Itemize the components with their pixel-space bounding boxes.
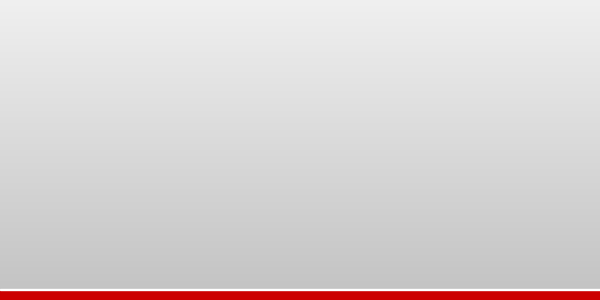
Bar [77,71,106,256]
Text: 1.25: 1.25 [51,129,75,139]
Bar [509,236,538,256]
Bar [538,218,567,256]
Bar [49,143,77,256]
Text: Plant-Based Margarine Market, By Regional, 2023 & 2032: Plant-Based Margarine Market, By Regiona… [23,7,462,22]
Bar [279,176,308,256]
Bar [193,100,221,256]
Bar [394,231,423,256]
Bar [308,131,337,256]
Bar [423,209,452,256]
Bar [164,157,193,256]
Y-axis label: Market Size in USD Billion: Market Size in USD Billion [7,76,17,210]
Legend: 2023, 2032: 2023, 2032 [362,8,485,19]
